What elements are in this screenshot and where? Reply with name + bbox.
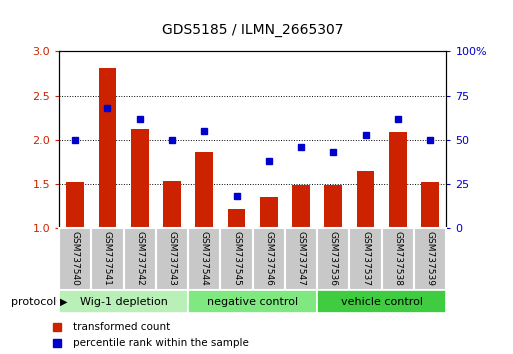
Text: negative control: negative control bbox=[207, 297, 298, 307]
Text: ▶: ▶ bbox=[60, 297, 68, 307]
Text: GSM737536: GSM737536 bbox=[329, 230, 338, 286]
Bar bbox=[317, 290, 446, 313]
Text: GSM737544: GSM737544 bbox=[200, 231, 209, 285]
Bar bbox=[349, 228, 382, 290]
Text: GSM737547: GSM737547 bbox=[297, 230, 306, 286]
Bar bbox=[389, 132, 407, 228]
Text: GSM737540: GSM737540 bbox=[71, 230, 80, 286]
Text: GSM737546: GSM737546 bbox=[264, 230, 273, 286]
Text: GDS5185 / ILMN_2665307: GDS5185 / ILMN_2665307 bbox=[162, 23, 343, 37]
Text: GSM737541: GSM737541 bbox=[103, 230, 112, 286]
Bar bbox=[59, 228, 91, 290]
Bar bbox=[221, 228, 252, 290]
Text: GSM737537: GSM737537 bbox=[361, 230, 370, 286]
Bar bbox=[260, 198, 278, 228]
Text: GSM737543: GSM737543 bbox=[167, 230, 176, 286]
Text: Wig-1 depletion: Wig-1 depletion bbox=[80, 297, 167, 307]
Bar bbox=[188, 228, 221, 290]
Bar bbox=[124, 228, 156, 290]
Bar bbox=[156, 228, 188, 290]
Text: GSM737539: GSM737539 bbox=[426, 230, 435, 286]
Bar bbox=[66, 182, 84, 228]
Bar bbox=[292, 185, 310, 228]
Bar bbox=[98, 68, 116, 228]
Bar bbox=[421, 182, 439, 228]
Bar bbox=[382, 228, 414, 290]
Text: GSM737545: GSM737545 bbox=[232, 230, 241, 286]
Bar bbox=[131, 129, 149, 228]
Text: transformed count: transformed count bbox=[73, 322, 170, 332]
Bar bbox=[324, 185, 342, 228]
Text: GSM737542: GSM737542 bbox=[135, 231, 144, 285]
Text: percentile rank within the sample: percentile rank within the sample bbox=[73, 338, 249, 348]
Text: GSM737538: GSM737538 bbox=[393, 230, 402, 286]
Text: vehicle control: vehicle control bbox=[341, 297, 423, 307]
Bar bbox=[163, 181, 181, 228]
Bar bbox=[317, 228, 349, 290]
Bar bbox=[357, 171, 374, 228]
Bar bbox=[228, 209, 245, 228]
Bar bbox=[188, 290, 317, 313]
Bar bbox=[252, 228, 285, 290]
Bar bbox=[195, 152, 213, 228]
Bar bbox=[91, 228, 124, 290]
Bar bbox=[59, 290, 188, 313]
Bar bbox=[285, 228, 317, 290]
Bar bbox=[414, 228, 446, 290]
Text: protocol: protocol bbox=[11, 297, 56, 307]
